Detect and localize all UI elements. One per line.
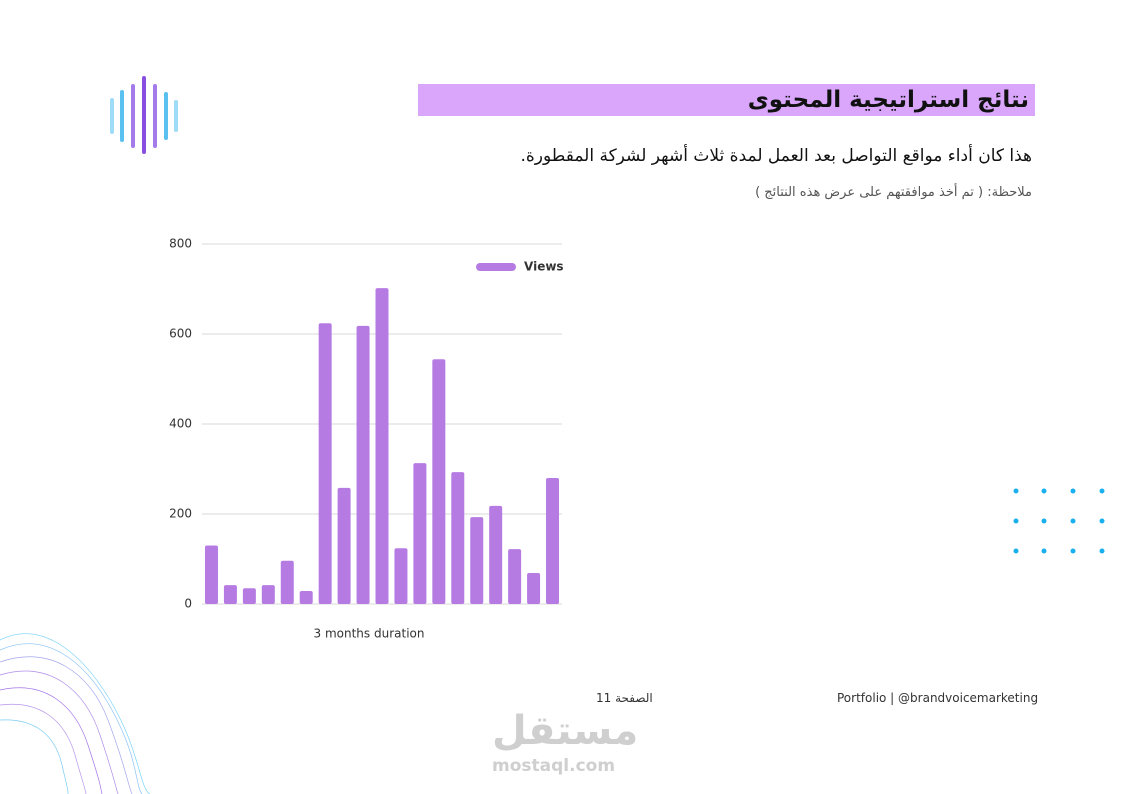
bar — [280, 560, 294, 604]
legend-label: Views — [524, 260, 564, 274]
bar — [432, 359, 446, 604]
page-number: الصفحة 11 — [596, 691, 653, 705]
watermark-url: mostaql.com — [492, 756, 616, 776]
bar — [337, 487, 351, 604]
page-title: نتائج استراتيجية المحتوى — [747, 87, 1029, 113]
watermark-logo: مستقل — [492, 708, 639, 754]
bar — [356, 325, 370, 604]
legend-swatch — [476, 263, 516, 271]
bar — [375, 288, 389, 604]
title-background — [418, 84, 1035, 116]
footer-credit: Portfolio | @brandvoicemarketing — [837, 691, 1039, 705]
bar — [261, 585, 275, 604]
bar — [223, 585, 237, 604]
sound-icon — [110, 76, 178, 154]
bar — [508, 549, 522, 604]
y-tick-label: 0 — [184, 597, 192, 611]
y-tick-label: 200 — [169, 507, 192, 521]
y-tick-label: 400 — [169, 417, 192, 431]
x-axis-label: 3 months duration — [314, 627, 425, 641]
note: ملاحظة: ( تم أخذ موافقتهم على عرض هذه ال… — [755, 185, 1032, 200]
bar — [242, 588, 256, 604]
y-tick-label: 800 — [169, 237, 192, 251]
dot-grid — [1013, 488, 1105, 554]
bar — [394, 548, 408, 604]
bar — [204, 545, 218, 604]
bar — [451, 472, 465, 604]
bar — [413, 463, 427, 604]
wave-lines — [0, 633, 151, 794]
bar — [546, 478, 560, 604]
bar — [527, 572, 541, 604]
chart: 3 months duration 0 200 400 600 800 Views — [169, 237, 564, 641]
bar — [489, 505, 503, 604]
bar — [318, 323, 332, 604]
bar — [299, 590, 313, 604]
subtitle: هذا كان أداء مواقع التواصل بعد العمل لمد… — [520, 146, 1032, 166]
bar — [470, 517, 484, 604]
y-tick-label: 600 — [169, 327, 192, 341]
